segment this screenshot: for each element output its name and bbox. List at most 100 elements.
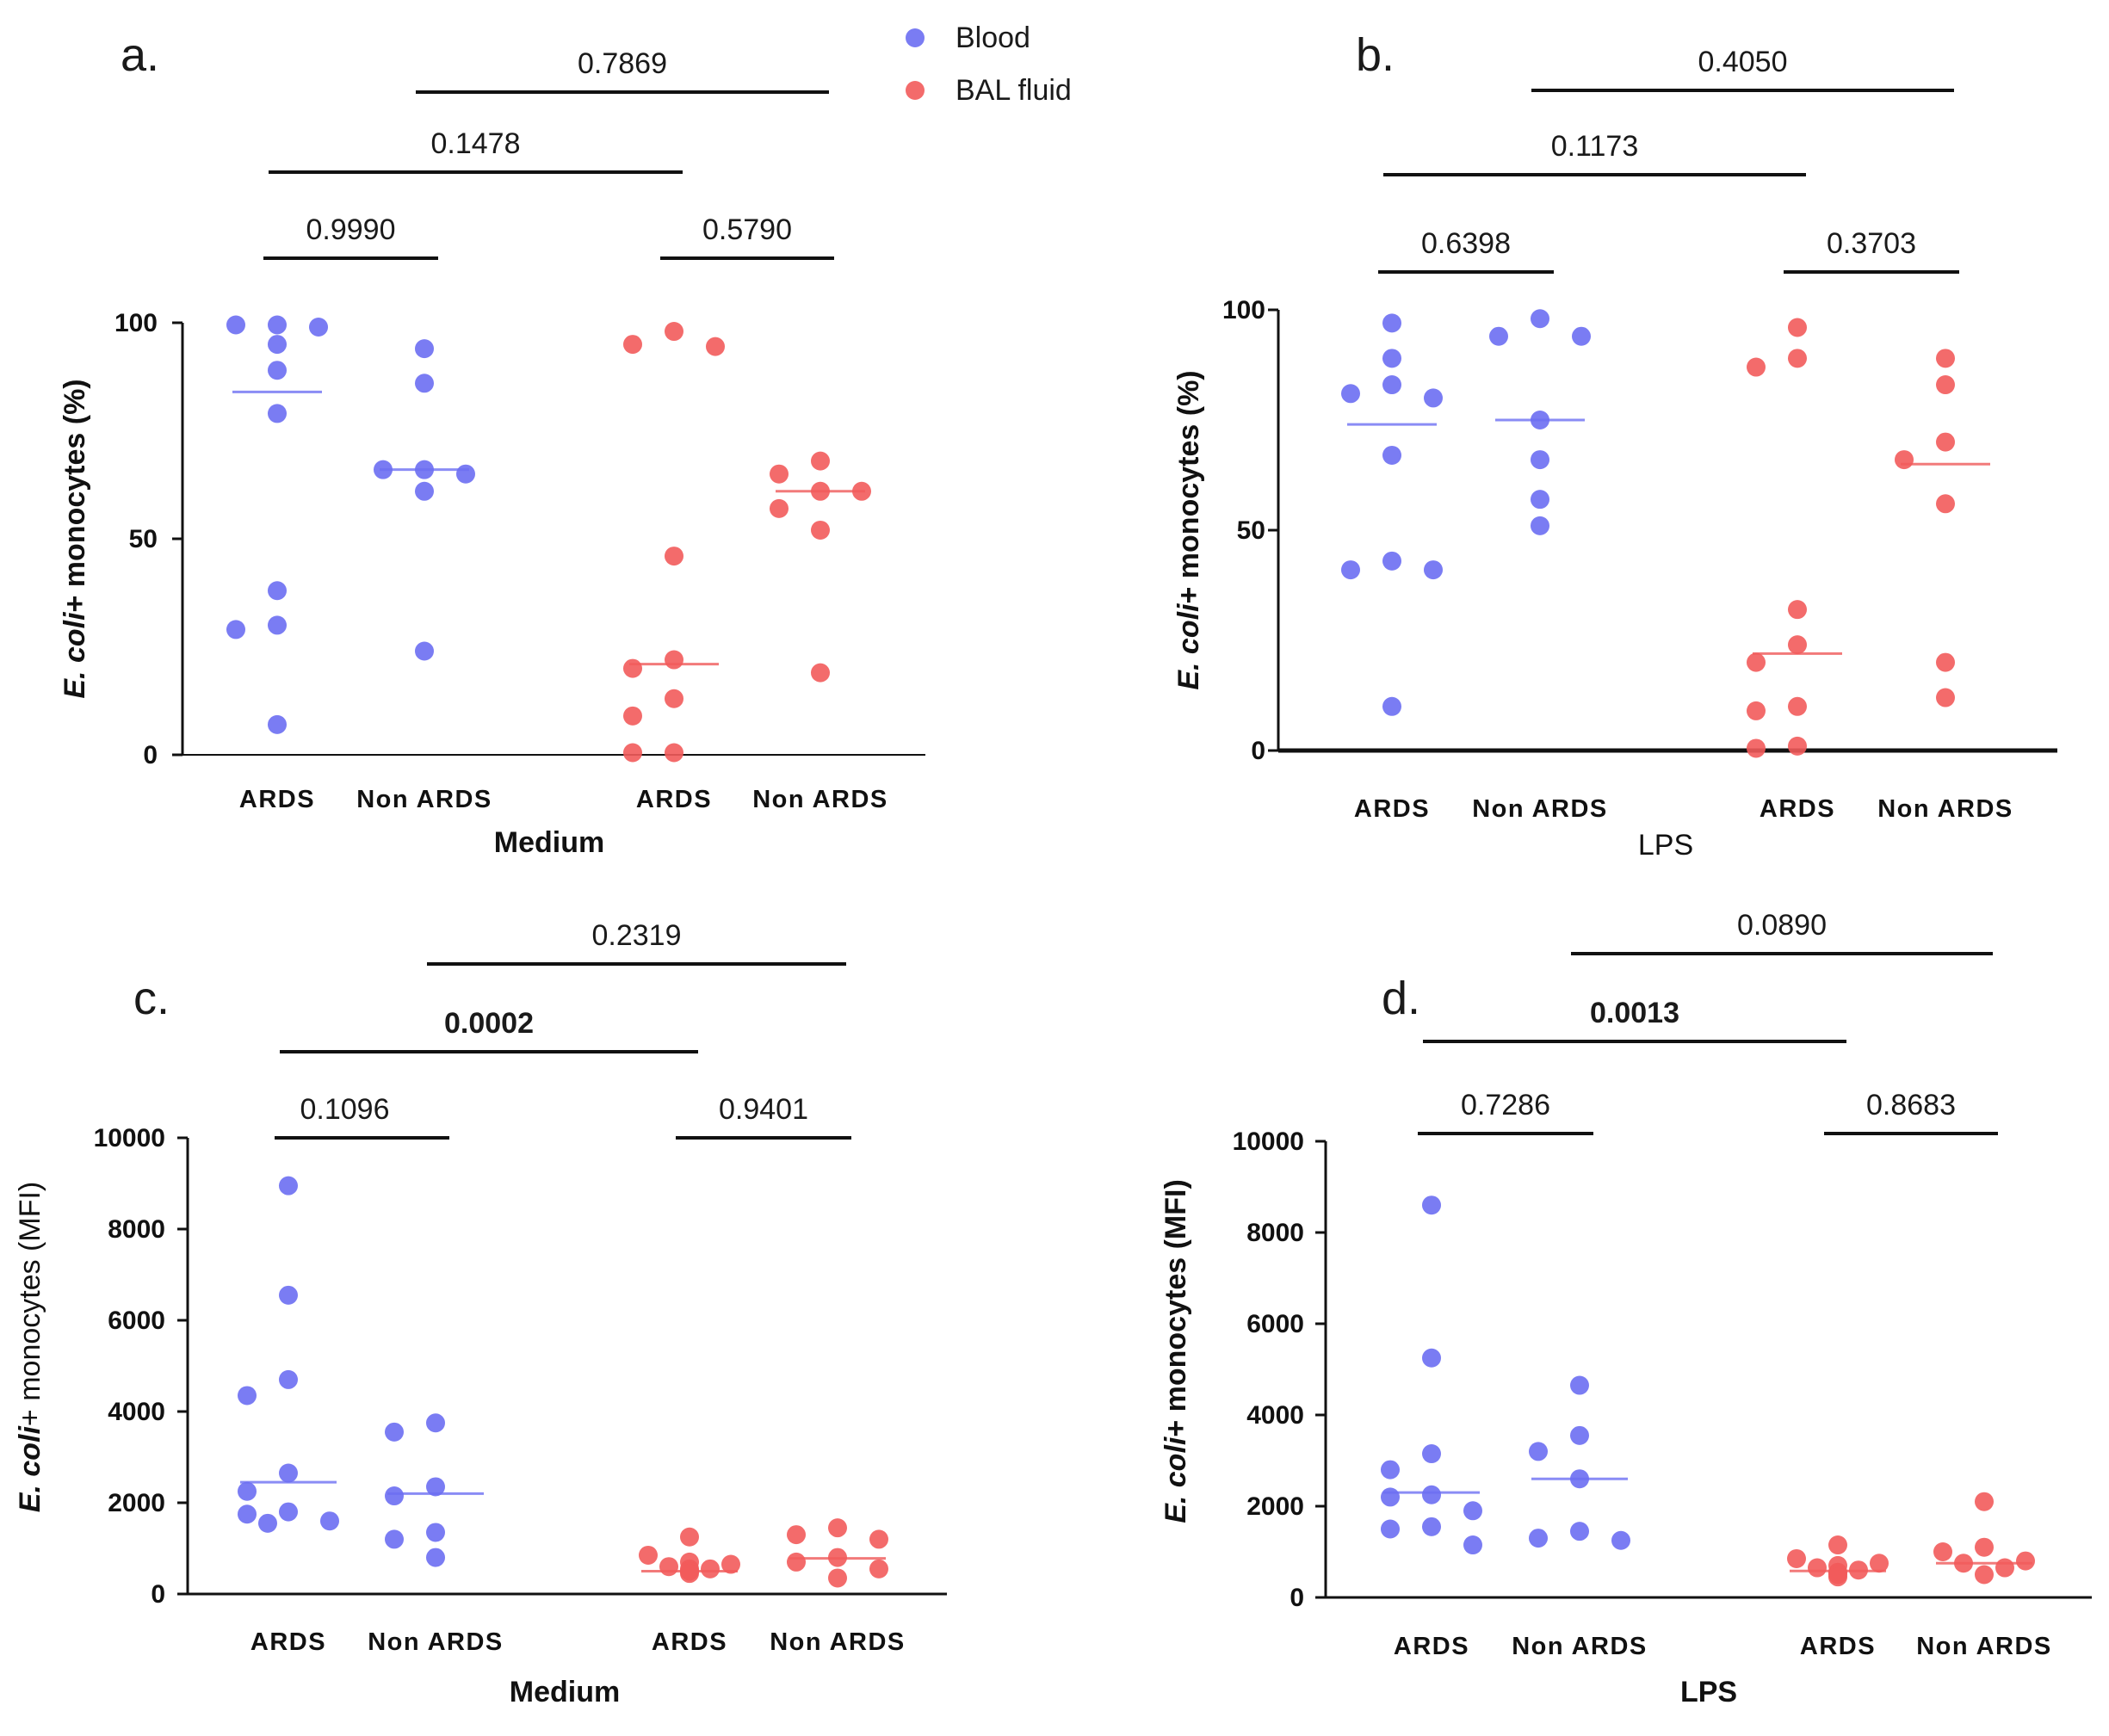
y-tick-label: 4000 — [108, 1398, 165, 1426]
bal-data-point — [1788, 318, 1807, 337]
bal-data-point — [659, 1557, 678, 1577]
x-tick-label: ARDS — [1760, 795, 1835, 823]
chart-panel-b: b. 0 50 100 E. coli+ monocytes (%) ARDS Non AR… — [1172, 29, 2057, 862]
blood-data-point — [426, 1548, 445, 1567]
bal-data-point — [1936, 688, 1955, 707]
blood-data-point — [238, 1481, 257, 1501]
p-value-label: 0.1478 — [431, 127, 521, 160]
bal-data-point — [706, 337, 725, 356]
bal-data-point — [2016, 1551, 2035, 1571]
y-tick-label: 2000 — [108, 1489, 165, 1517]
p-value-label: 0.0013 — [1590, 997, 1679, 1029]
x-tick-label: ARDS — [1800, 1633, 1876, 1660]
blood-data-point — [279, 1463, 298, 1483]
y-tick-label: 0 — [1290, 1584, 1304, 1612]
y-axis-label-italic: E. coli — [14, 1425, 46, 1513]
bal-data-point — [639, 1545, 658, 1565]
blood-data-point — [426, 1413, 445, 1433]
bal-data-point — [1936, 432, 1955, 452]
blood-data-point — [1382, 445, 1401, 465]
y-axis-label: E. coli+ monocytes (%) — [59, 379, 91, 698]
bal-data-point — [701, 1559, 720, 1578]
y-tick-label: 0 — [143, 741, 158, 769]
bal-data-point — [1747, 357, 1766, 377]
bal-data-point — [1828, 1535, 1847, 1555]
blood-data-point — [1382, 349, 1401, 368]
bal-data-point — [811, 663, 830, 683]
blood-data-point — [320, 1511, 339, 1531]
p-value-label: 0.6398 — [1421, 227, 1511, 260]
x-tick-label: Non ARDS — [752, 786, 888, 813]
blood-data-point — [268, 404, 287, 423]
y-axis-label-italic: E. coli — [59, 611, 91, 699]
blood-data-point — [1341, 384, 1360, 404]
x-tick-label: Non ARDS — [1877, 795, 2013, 823]
blood-data-point — [415, 374, 434, 393]
bal-data-point — [1936, 349, 1955, 368]
blood-data-point — [1422, 1348, 1441, 1368]
blood-data-point — [268, 335, 287, 355]
p-value-label: 0.3703 — [1827, 227, 1916, 260]
bal-data-point — [1808, 1558, 1827, 1578]
blood-data-point — [385, 1529, 404, 1549]
blood-data-point — [415, 460, 434, 479]
bal-data-point — [787, 1525, 806, 1545]
bal-data-point — [665, 322, 683, 342]
legend-blood-marker — [906, 28, 925, 47]
bal-data-point — [1849, 1560, 1868, 1580]
blood-data-point — [1570, 1469, 1589, 1489]
blood-data-point — [1424, 388, 1443, 408]
blood-data-point — [1422, 1517, 1441, 1536]
blood-data-point — [1382, 375, 1401, 395]
blood-data-point — [1611, 1530, 1630, 1550]
blood-data-point — [238, 1504, 257, 1524]
chart-panel-d: d. 0 2000 4000 6000 8000 10000 E. coli+ monocyt… — [1160, 909, 2092, 1708]
y-tick-label: 10000 — [1233, 1127, 1304, 1156]
legend-bal-marker — [906, 81, 925, 100]
blood-data-point — [1529, 1529, 1548, 1548]
blood-data-point — [268, 315, 287, 335]
x-tick-label: ARDS — [636, 786, 712, 813]
blood-data-point — [1531, 411, 1549, 429]
bal-data-point — [1895, 450, 1914, 470]
x-tick-label: ARDS — [1394, 1633, 1469, 1660]
x-tick-label: ARDS — [652, 1628, 727, 1656]
y-tick-label: 50 — [129, 525, 158, 553]
bal-data-point — [811, 451, 830, 471]
bal-data-point — [623, 706, 642, 726]
bal-data-point — [1788, 349, 1807, 368]
p-value-label: 0.4050 — [1698, 46, 1788, 78]
bal-data-point — [665, 650, 683, 670]
x-tick-label: Non ARDS — [356, 786, 492, 813]
bal-data-point — [869, 1559, 888, 1578]
blood-data-point — [226, 315, 245, 335]
y-axis-label-italic: E. coli — [1172, 602, 1205, 690]
bal-data-point — [665, 689, 683, 708]
blood-data-point — [1382, 313, 1401, 333]
blood-data-point — [1422, 1444, 1441, 1464]
blood-data-point — [279, 1176, 298, 1195]
blood-data-point — [415, 641, 434, 661]
bal-data-point — [787, 1552, 806, 1572]
legend-blood-label: Blood — [956, 22, 1030, 54]
blood-data-point — [1529, 1442, 1548, 1461]
blood-data-point — [374, 460, 393, 479]
p-value-label: 0.2319 — [592, 919, 682, 952]
x-tick-label: ARDS — [250, 1628, 326, 1656]
blood-data-point — [268, 361, 287, 380]
p-value-label: 0.1096 — [300, 1093, 390, 1126]
blood-data-point — [426, 1477, 445, 1497]
y-tick-label: 100 — [1222, 296, 1265, 324]
bal-data-point — [1747, 701, 1766, 720]
bal-data-point — [1828, 1567, 1847, 1587]
x-tick-label: Non ARDS — [368, 1628, 504, 1656]
x-tick-label: ARDS — [1354, 795, 1430, 823]
y-tick-label: 0 — [1251, 737, 1265, 765]
bal-data-point — [623, 658, 642, 678]
p-value-label: 0.7286 — [1461, 1089, 1550, 1121]
x-axis-label: Medium — [494, 826, 604, 859]
blood-data-point — [1572, 326, 1591, 346]
panel-letter: d. — [1382, 973, 1420, 1024]
bal-data-point — [623, 335, 642, 355]
